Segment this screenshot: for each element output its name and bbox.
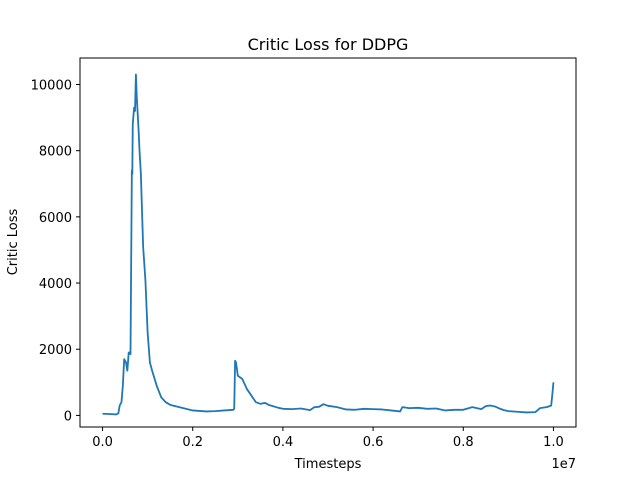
- y-axis: 0 2000 4000 6000 8000 10000: [31, 78, 80, 424]
- y-tick-label: 0: [64, 409, 72, 424]
- x-axis-label: Timesteps: [294, 457, 362, 472]
- x-axis: 0.0 0.2 0.4 0.6 0.8 1.0: [92, 427, 564, 450]
- y-axis-label: Critic Loss: [6, 209, 21, 276]
- plot-area: [102, 73, 555, 416]
- x-tick-label: 0.8: [453, 435, 474, 450]
- series-line: [102, 73, 555, 416]
- x-offset-label: 1e7: [551, 457, 576, 472]
- y-tick-label: 4000: [39, 277, 72, 292]
- x-tick-label: 0.6: [363, 435, 384, 450]
- y-tick-label: 8000: [39, 145, 72, 160]
- y-tick-label: 2000: [39, 343, 72, 358]
- chart-title: Critic Loss for DDPG: [248, 35, 409, 54]
- x-tick-label: 0.4: [273, 435, 294, 450]
- y-tick-label: 10000: [31, 78, 72, 93]
- x-tick-label: 0.0: [92, 435, 113, 450]
- x-tick-label: 0.2: [182, 435, 203, 450]
- axes-frame: [79, 57, 577, 428]
- x-tick-label: 1.0: [543, 435, 564, 450]
- y-tick-label: 6000: [39, 211, 72, 226]
